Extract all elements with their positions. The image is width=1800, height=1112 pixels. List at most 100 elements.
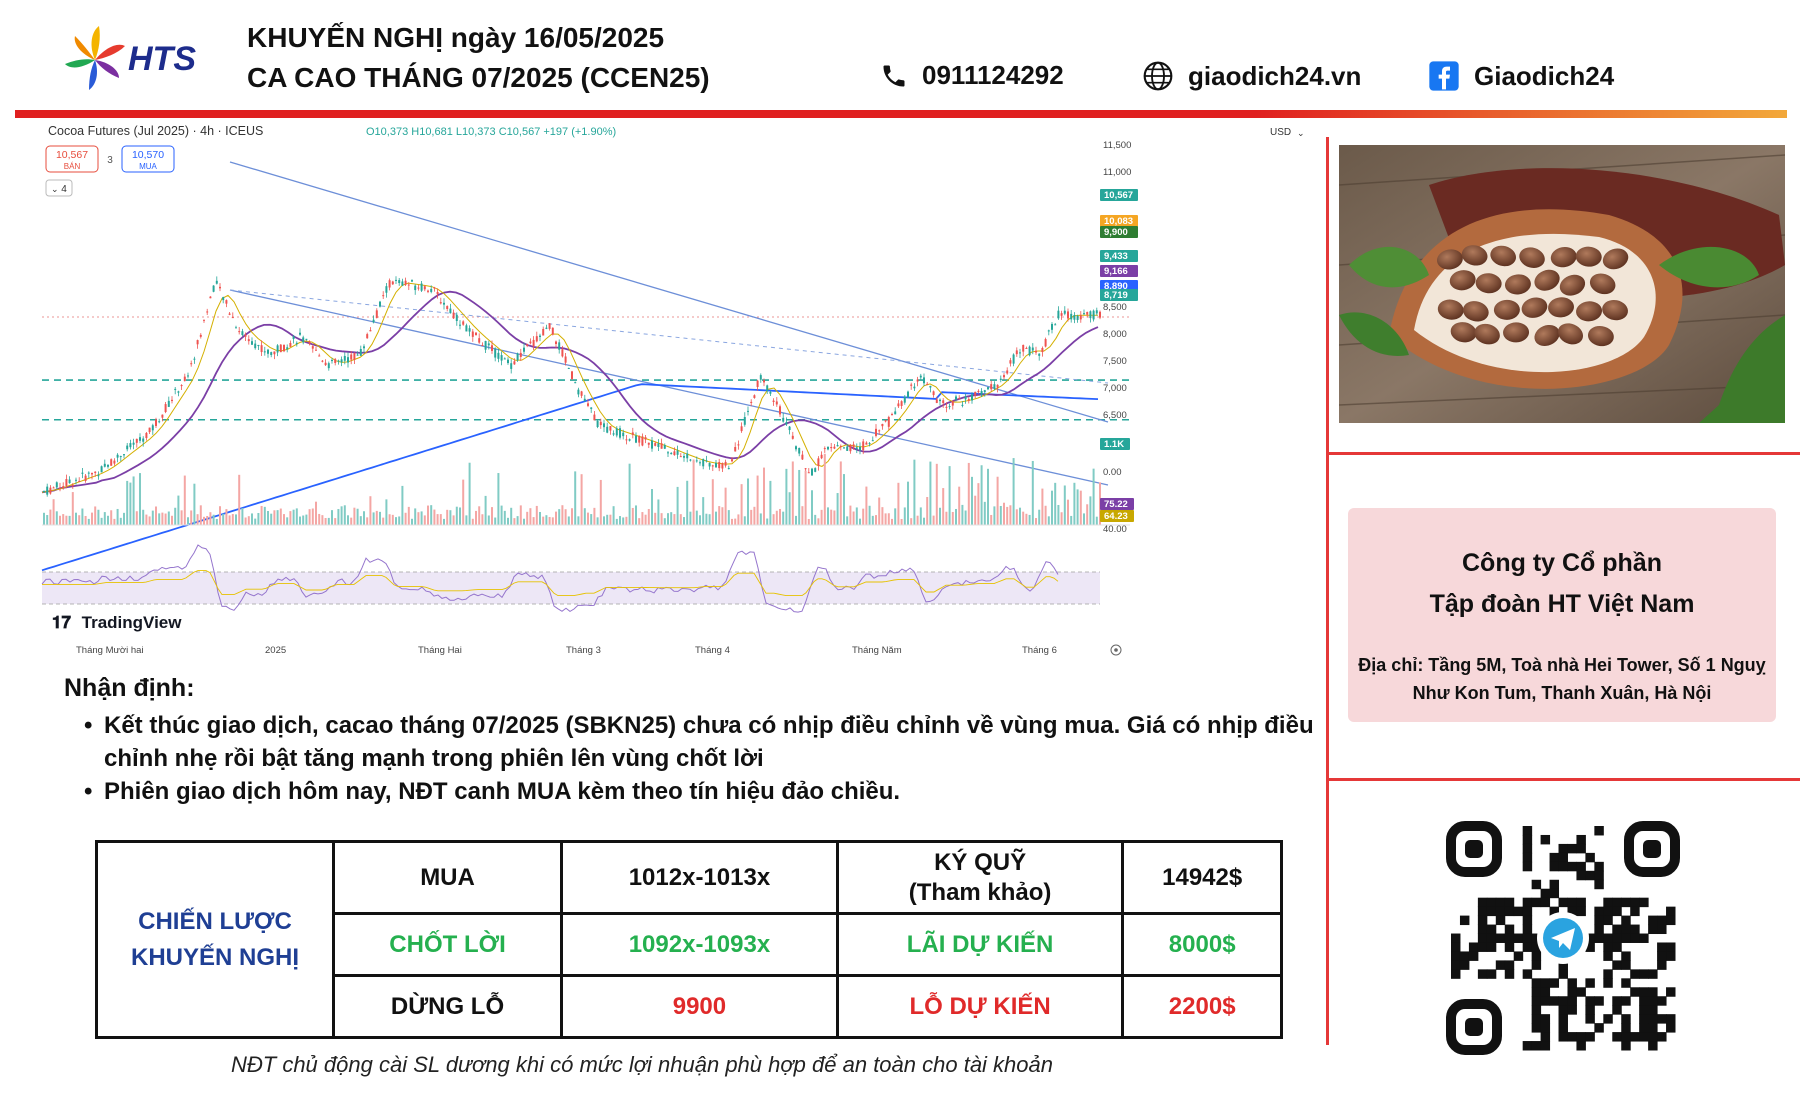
candle-body: [148, 427, 151, 433]
qr-module: [1567, 996, 1577, 1006]
volume-bar: [391, 514, 394, 525]
buy-value-cell: 1012x-1013x: [560, 840, 839, 915]
volume-bar: [756, 475, 759, 525]
qr-module: [1603, 933, 1613, 943]
volume-bar: [724, 487, 727, 525]
volume-bar: [1051, 490, 1053, 525]
candle-body: [935, 399, 938, 403]
candle-body: [932, 391, 935, 396]
qr-module: [1585, 978, 1595, 988]
volume-bar: [619, 516, 621, 525]
channel-upper-line: [229, 161, 1109, 423]
buy-box[interactable]: [121, 145, 175, 173]
candle-body: [251, 341, 253, 345]
candle-body: [302, 337, 305, 343]
qr-module: [1621, 915, 1631, 926]
candle-body: [663, 444, 666, 449]
volume-bar: [775, 510, 778, 525]
facebook-contact[interactable]: Giaodich24: [1428, 60, 1614, 92]
volume-bar: [75, 512, 77, 525]
volume-bar: [1015, 509, 1018, 525]
phone-contact[interactable]: 0911124292: [880, 60, 1064, 91]
indicator-toggle[interactable]: [45, 179, 73, 197]
candle-body: [478, 338, 481, 343]
qr-module: [1567, 978, 1577, 988]
website-contact[interactable]: giaodich24.vn: [1142, 60, 1361, 92]
qr-module: [1648, 924, 1658, 935]
volume-bar: [347, 515, 349, 525]
price-tick-label: 0.00: [1103, 467, 1122, 478]
candle-body: [225, 300, 228, 304]
volume-tag: [1100, 438, 1130, 450]
candle-body: [894, 411, 897, 415]
candle-body: [843, 447, 845, 449]
cocoa-bean: [1490, 245, 1516, 267]
volume-bar: [1031, 460, 1034, 525]
volume-bar: [878, 497, 881, 525]
candle-body: [158, 421, 161, 423]
qr-module: [1603, 951, 1613, 961]
candle-body: [407, 284, 410, 286]
candle-body: [545, 327, 548, 329]
candle-body: [980, 390, 983, 396]
volume-bar: [881, 507, 884, 525]
candle-body: [683, 456, 685, 458]
price-tag-label: 8,890: [1104, 281, 1128, 292]
volume-bar: [43, 512, 45, 525]
candle-body: [439, 302, 442, 304]
volume-bar: [580, 474, 583, 525]
volume-bar: [689, 511, 692, 525]
price-tag-label: 10,567: [1104, 190, 1133, 201]
volume-bar: [411, 518, 413, 525]
price-chart[interactable]: Cocoa Futures (Jul 2025) · 4h · ICEUS O1…: [40, 120, 1310, 660]
candle-body: [583, 398, 586, 402]
qr-module: [1594, 933, 1604, 943]
qr-module: [1594, 915, 1604, 926]
volume-bar: [977, 483, 980, 525]
candle-body: [705, 460, 708, 462]
candle-body: [139, 437, 141, 441]
price-tag: [1100, 265, 1138, 277]
qr-module: [1477, 906, 1488, 917]
volume-bar: [129, 482, 132, 525]
candle-body: [337, 360, 340, 362]
candle-body: [222, 297, 225, 301]
volume-bar: [1009, 505, 1012, 525]
candle-body: [651, 440, 653, 449]
telegram-qr-code[interactable]: [1443, 818, 1683, 1058]
volume-bar: [193, 483, 196, 525]
volume-bar: [126, 480, 129, 525]
candle-body: [788, 426, 791, 431]
volume-bar: [478, 506, 481, 525]
volume-bar: [503, 510, 506, 525]
volume-bar: [743, 516, 746, 525]
volume-bar: [97, 509, 100, 525]
candle-body: [177, 391, 180, 393]
volume-bar: [631, 507, 634, 525]
qr-module: [1594, 906, 1604, 917]
candle-body: [513, 361, 516, 365]
currency-selector[interactable]: USD: [1270, 127, 1291, 138]
qr-module: [1513, 906, 1524, 917]
volume-bar: [289, 511, 292, 525]
candle-body: [81, 472, 84, 474]
candle-body: [353, 353, 356, 360]
facebook-name: Giaodich24: [1474, 60, 1615, 91]
qr-module: [1657, 996, 1667, 1006]
take-profit-label-cell: CHỐT LỜI: [331, 912, 564, 977]
volume-bar: [523, 518, 525, 525]
sell-box[interactable]: [45, 145, 99, 173]
candle-body: [71, 485, 74, 487]
candle-body: [84, 475, 87, 481]
volume-bar: [529, 508, 532, 525]
candle-body: [551, 327, 554, 335]
candle-body: [833, 446, 836, 449]
candle-body: [167, 400, 170, 407]
volume-bar: [247, 516, 250, 525]
volume-bar: [539, 511, 541, 525]
volume-bar: [862, 508, 865, 525]
volume-bar: [449, 510, 452, 525]
volume-bar: [782, 511, 785, 525]
note-item: Kết thúc giao dịch, cacao tháng 07/2025 …: [64, 709, 1314, 775]
volume-bar: [1041, 488, 1044, 525]
